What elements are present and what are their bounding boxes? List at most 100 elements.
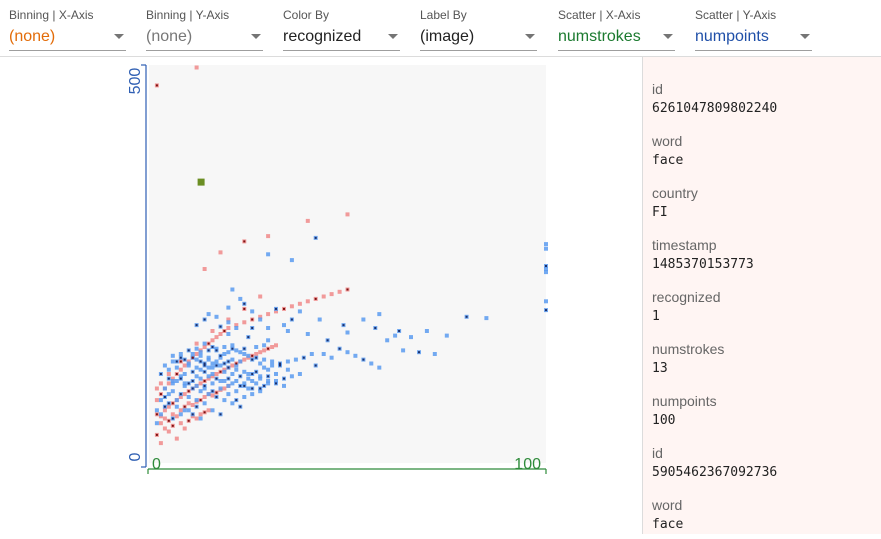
scatter-point[interactable] <box>242 370 246 374</box>
chevron-down-icon[interactable] <box>525 34 535 39</box>
scatter-point[interactable] <box>195 398 199 402</box>
scatter-point[interactable] <box>242 395 246 399</box>
scatter-point[interactable] <box>425 329 429 333</box>
scatter-point[interactable] <box>183 408 187 412</box>
dropdown-binning-y-axis[interactable]: Binning | Y-Axis(none) <box>146 8 263 51</box>
scatter-point[interactable] <box>230 372 234 376</box>
scatter-point[interactable] <box>250 379 254 383</box>
scatter-point[interactable] <box>163 427 167 431</box>
scatter-point[interactable] <box>219 379 223 383</box>
dropdown-select[interactable]: numpoints <box>695 24 812 51</box>
scatter-point[interactable] <box>222 379 226 383</box>
scatter-point[interactable] <box>207 366 211 370</box>
scatter-point[interactable] <box>195 347 199 351</box>
scatter-point[interactable] <box>207 392 211 396</box>
scatter-point[interactable] <box>346 350 350 354</box>
scatter-point[interactable] <box>199 417 203 421</box>
scatter-point[interactable] <box>175 366 179 370</box>
scatter-point[interactable] <box>266 326 270 330</box>
scatter-point[interactable] <box>222 352 226 356</box>
scatter-point[interactable] <box>234 348 238 352</box>
scatter-point[interactable] <box>211 408 215 412</box>
scatter-point[interactable] <box>258 318 262 322</box>
scatter-point[interactable] <box>171 389 175 393</box>
scatter-point[interactable] <box>207 356 211 360</box>
scatter-point[interactable] <box>219 250 223 254</box>
scatter-point[interactable] <box>179 421 183 425</box>
scatter-point[interactable] <box>179 412 183 416</box>
scatter-point[interactable] <box>187 362 191 366</box>
scatter-point[interactable] <box>294 358 298 362</box>
dropdown-scatter-y-axis[interactable]: Scatter | Y-Axisnumpoints <box>695 8 812 51</box>
scatter-point[interactable] <box>258 374 262 378</box>
scatter-point[interactable] <box>215 315 219 319</box>
scatter-point[interactable] <box>203 267 207 271</box>
scatter-point[interactable] <box>250 309 254 313</box>
scatter-point[interactable] <box>159 381 163 385</box>
scatter-point[interactable] <box>266 234 270 238</box>
scatter-point[interactable] <box>230 401 234 405</box>
scatter-point[interactable] <box>266 338 270 342</box>
scatter-point[interactable] <box>230 288 234 292</box>
scatter-point[interactable] <box>226 332 230 336</box>
scatter-point[interactable] <box>215 360 219 364</box>
scatter-point[interactable] <box>195 384 199 388</box>
scatter-point[interactable] <box>242 358 246 362</box>
scatter-point[interactable] <box>246 387 250 391</box>
scatter-point[interactable] <box>199 350 203 354</box>
scatter-point[interactable] <box>167 368 171 372</box>
scatter-point[interactable] <box>207 374 211 378</box>
dropdown-select[interactable]: numstrokes <box>558 24 675 51</box>
scatter-point[interactable] <box>175 379 179 383</box>
scatter-point[interactable] <box>254 345 258 349</box>
scatter-point[interactable] <box>195 352 199 356</box>
chevron-down-icon[interactable] <box>663 34 673 39</box>
scatter-point[interactable] <box>226 326 230 330</box>
scatter-point[interactable] <box>433 352 437 356</box>
scatter-point[interactable] <box>191 403 195 407</box>
dropdown-select[interactable]: (image) <box>420 24 537 51</box>
scatter-point[interactable] <box>286 329 290 333</box>
chevron-down-icon[interactable] <box>114 34 124 39</box>
scatter-point[interactable] <box>203 401 207 405</box>
scatter-point[interactable] <box>330 356 334 360</box>
scatter-point[interactable] <box>199 368 203 372</box>
scatter-point[interactable] <box>318 318 322 322</box>
scatter-point[interactable] <box>270 345 274 349</box>
scatter-point[interactable] <box>195 342 199 346</box>
scatter-point[interactable] <box>262 366 266 370</box>
scatter-point[interactable] <box>211 329 215 333</box>
scatter-point[interactable] <box>171 360 175 364</box>
scatter-point[interactable] <box>322 352 326 356</box>
scatter-point[interactable] <box>155 421 159 425</box>
scatter-point[interactable] <box>183 427 187 431</box>
scatter-point[interactable] <box>230 343 234 347</box>
scatter-point[interactable] <box>175 405 179 409</box>
dropdown-select[interactable]: (none) <box>9 24 126 51</box>
scatter-point[interactable] <box>207 408 211 412</box>
scatter-point[interactable] <box>195 358 199 362</box>
scatter-point[interactable] <box>222 387 226 391</box>
selected-point[interactable] <box>198 179 205 186</box>
scatter-point[interactable] <box>262 358 266 362</box>
scatter-point[interactable] <box>187 395 191 399</box>
scatter-point[interactable] <box>230 364 234 368</box>
scatter-point[interactable] <box>199 412 203 416</box>
scatter-point[interactable] <box>203 395 207 399</box>
scatter-point[interactable] <box>159 441 163 445</box>
scatter-point[interactable] <box>179 368 183 372</box>
scatter-point[interactable] <box>234 379 238 383</box>
scatter-point[interactable] <box>274 372 278 376</box>
scatter-point[interactable] <box>266 379 270 383</box>
scatter-point[interactable] <box>242 320 246 324</box>
scatter-point[interactable] <box>167 381 171 385</box>
scatter-point[interactable] <box>266 312 270 316</box>
scatter-point[interactable] <box>298 309 302 313</box>
scatter-point[interactable] <box>211 394 215 398</box>
scatter-point[interactable] <box>222 345 226 349</box>
scatter-point[interactable] <box>290 258 294 262</box>
scatter-point[interactable] <box>183 372 187 376</box>
chevron-down-icon[interactable] <box>388 34 398 39</box>
scatter-point[interactable] <box>195 366 199 370</box>
scatter-point[interactable] <box>290 304 294 308</box>
